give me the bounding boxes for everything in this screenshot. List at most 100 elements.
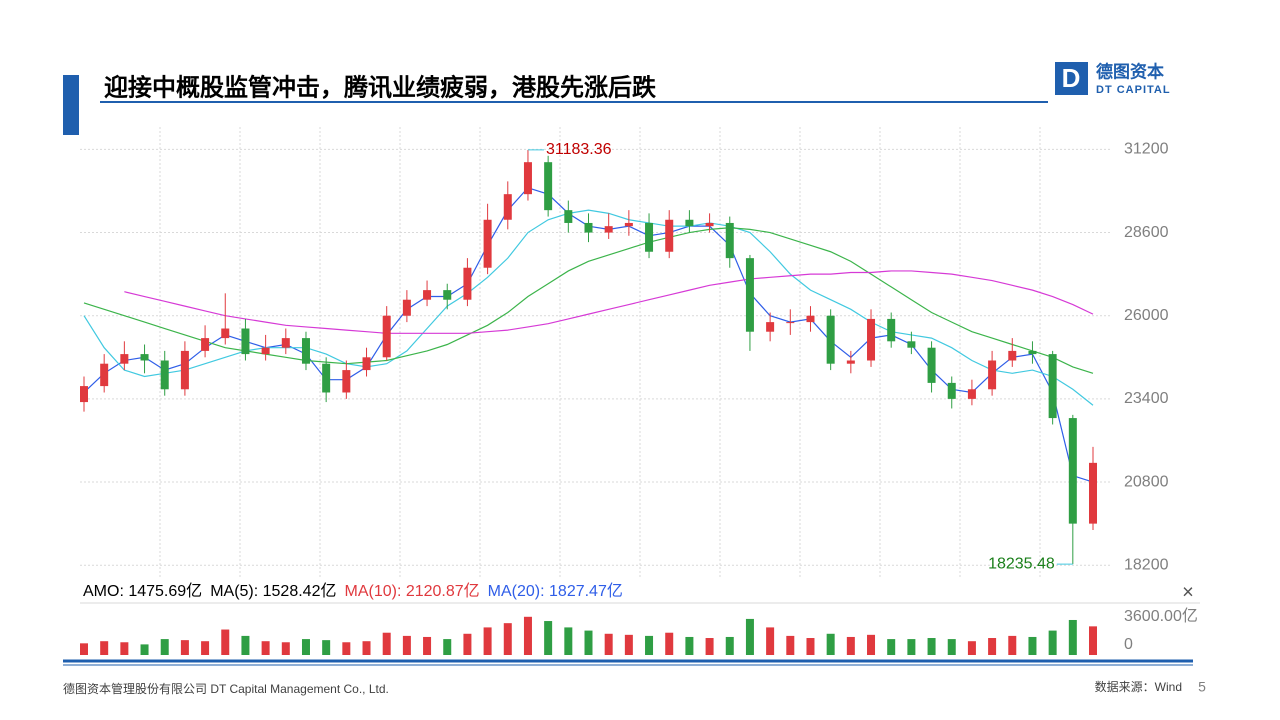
candle-body — [100, 363, 109, 387]
candle-body — [705, 222, 714, 227]
candle-body — [1048, 354, 1057, 419]
ma-line — [83, 227, 1094, 374]
candle-body — [1008, 350, 1017, 361]
candle-body — [80, 386, 88, 403]
candle-body — [846, 360, 855, 364]
volume-bar — [1068, 619, 1077, 655]
volume-bar — [423, 636, 432, 655]
page-number: 5 — [1198, 679, 1206, 695]
volume-bar — [1028, 636, 1037, 655]
volume-bar — [483, 627, 492, 655]
volume-legend: MA(20): 1827.47亿 — [488, 582, 623, 600]
candle-body — [523, 162, 532, 195]
candle-body — [766, 322, 775, 332]
candle-body — [927, 347, 936, 383]
volume-bar — [867, 634, 876, 655]
volume-bar — [745, 618, 754, 655]
candle-body — [786, 322, 795, 324]
candle-body — [867, 318, 876, 361]
title-marker — [63, 75, 79, 135]
volume-bar — [544, 621, 553, 655]
candle-body — [120, 354, 129, 364]
volume-bar — [806, 638, 815, 655]
volume-bar — [624, 634, 633, 655]
volume-bar — [443, 639, 452, 655]
candle-body — [322, 363, 331, 393]
volume-bar — [201, 641, 210, 655]
candle-body — [503, 194, 512, 220]
candle-body — [907, 341, 916, 348]
logo-cn: 德图资本 — [1096, 61, 1164, 81]
volume-bar — [503, 623, 512, 655]
volume-bar — [281, 642, 290, 655]
volume-tick-label: 0 — [1124, 636, 1133, 653]
volume-bar — [160, 639, 169, 655]
volume-bar — [927, 638, 936, 655]
volume-bar — [766, 627, 775, 655]
logo-box — [1055, 62, 1088, 95]
candle-body — [624, 222, 633, 227]
volume-legend: MA(5): 1528.42亿 — [210, 582, 336, 600]
volume-bar — [241, 635, 250, 655]
volume-bar — [261, 641, 270, 655]
candle-body — [887, 318, 896, 342]
volume-bar — [221, 629, 230, 655]
volume-bar — [180, 640, 189, 655]
candle-body — [342, 370, 351, 393]
volume-bar — [362, 641, 371, 655]
candle-body — [443, 290, 452, 300]
candle-body — [1028, 350, 1037, 355]
candle-body — [967, 389, 976, 399]
volume-legend: MA(10): 2120.87亿 — [344, 582, 479, 600]
volume-bar — [584, 630, 593, 655]
logo-en: DT CAPITAL — [1096, 84, 1171, 96]
candle-body — [826, 315, 835, 364]
ma-line — [124, 270, 1094, 334]
candle-body — [745, 258, 754, 332]
candle-body — [402, 299, 411, 316]
volume-tick-label: 3600.00亿 — [1124, 607, 1198, 625]
close-button[interactable]: × — [1182, 581, 1194, 603]
volume-bar — [1048, 630, 1057, 655]
y-tick-label: 31200 — [1124, 141, 1169, 158]
peak-label: 31183.36 — [546, 141, 612, 158]
volume-bar — [685, 636, 694, 655]
candle-body — [544, 162, 553, 211]
candle-body — [382, 315, 391, 358]
candle-body — [665, 219, 674, 252]
candle-body — [685, 219, 694, 227]
trough-label: 18235.48 — [988, 555, 1055, 572]
volume-bar — [100, 641, 109, 655]
volume-legend: AMO: 1475.69亿 — [83, 582, 202, 600]
candle-body — [160, 360, 169, 390]
volume-bar — [463, 633, 472, 655]
candle-body — [221, 328, 230, 339]
candle-body — [1089, 462, 1097, 524]
volume-bar — [382, 632, 391, 655]
candle-body — [180, 350, 189, 390]
candle-body — [988, 360, 997, 390]
candle-body — [947, 382, 956, 399]
candle-body — [483, 219, 492, 268]
candle-body — [301, 338, 310, 364]
candle-body — [806, 315, 815, 323]
volume-bar — [523, 616, 532, 655]
volume-bar — [887, 639, 896, 655]
volume-bar — [705, 638, 714, 655]
volume-bar — [604, 633, 613, 655]
candle-body — [1068, 418, 1077, 524]
y-tick-label: 23400 — [1124, 390, 1169, 407]
candle-body — [645, 222, 654, 252]
candle-body — [261, 347, 270, 355]
volume-bar — [322, 640, 331, 655]
candle-body — [463, 267, 472, 300]
volume-bar — [120, 642, 129, 655]
volume-bar — [967, 641, 976, 655]
volume-bar — [725, 636, 734, 655]
logo-mark: D — [1062, 63, 1081, 93]
candle-body — [604, 226, 613, 233]
volume-bar — [80, 643, 88, 655]
candle-body — [140, 354, 149, 361]
candle-body — [423, 290, 432, 300]
y-tick-label: 18200 — [1124, 556, 1169, 573]
